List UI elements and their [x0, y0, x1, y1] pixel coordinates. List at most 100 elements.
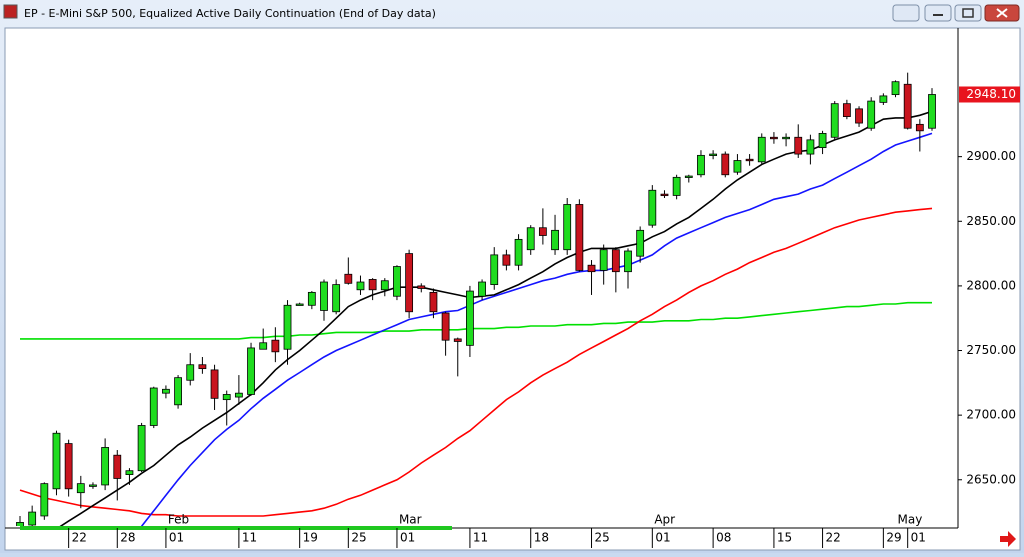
candle-body — [830, 103, 839, 138]
candle-body — [502, 254, 511, 266]
candle-body — [611, 249, 620, 273]
candle-body — [417, 285, 426, 289]
scroll-right-arrow[interactable] — [1000, 531, 1016, 547]
candle-body — [295, 303, 304, 306]
candle-body — [368, 279, 377, 291]
candle-body — [429, 291, 438, 313]
candle-body — [891, 81, 900, 96]
candle-body — [186, 364, 195, 381]
maximize-glyph — [962, 8, 974, 18]
candle-body — [210, 369, 219, 399]
candle-body — [441, 312, 450, 341]
month-label: Feb — [168, 513, 189, 527]
candle-body — [137, 425, 146, 472]
candle-body — [648, 189, 657, 226]
candle-body — [915, 123, 924, 132]
candle-body — [575, 204, 584, 271]
candle-body — [356, 281, 365, 291]
candle-body — [393, 266, 401, 297]
month-label: Mar — [399, 513, 422, 527]
candle-body — [818, 132, 827, 149]
candle-body — [259, 342, 268, 350]
last-price-label: 2948.10 — [966, 87, 1016, 101]
candle-body — [794, 136, 803, 155]
candle-body — [162, 388, 170, 394]
candle-body — [757, 136, 766, 163]
candle-body — [344, 273, 353, 284]
candle-body — [478, 281, 486, 297]
month-label: May — [898, 513, 923, 527]
y-tick-label: 2750.00 — [966, 343, 1016, 357]
candle-body — [332, 284, 341, 313]
window-icon — [3, 4, 18, 19]
candle-body — [587, 264, 596, 273]
candle-body — [271, 339, 280, 353]
x-tick-label: 01 — [169, 531, 184, 545]
candle-body — [855, 108, 863, 124]
candle-body — [174, 377, 182, 406]
minimize-button[interactable] — [924, 4, 952, 22]
candle-body — [879, 95, 888, 103]
candle-body — [624, 250, 632, 273]
candle-body — [563, 204, 572, 251]
candle-body — [636, 229, 645, 257]
candle-body — [709, 153, 718, 156]
candle-body — [928, 94, 936, 129]
candle-body — [405, 253, 414, 313]
month-label: Apr — [654, 513, 675, 527]
x-tick-label: 28 — [120, 531, 135, 545]
moving-average-line — [140, 132, 933, 526]
window-buttons[interactable] — [892, 4, 1020, 22]
candle-body — [113, 454, 122, 479]
candle-body — [551, 229, 559, 251]
moving-average-line — [59, 110, 933, 526]
window-title: EP - E-Mini S&P 500, Equalized Active Da… — [24, 7, 436, 20]
candle-body — [283, 304, 292, 350]
scroll-bar[interactable] — [20, 526, 452, 530]
x-tick-label: 25 — [351, 531, 366, 545]
candle-body — [16, 522, 24, 526]
x-tick-label: 19 — [303, 531, 318, 545]
candle-body — [514, 238, 523, 266]
candle-body — [52, 432, 61, 490]
candle-body — [538, 227, 547, 236]
candle-body — [380, 280, 389, 291]
y-tick-label: 2800.00 — [966, 278, 1016, 292]
candle-body — [721, 153, 730, 176]
candle-body — [222, 394, 231, 401]
candle-body — [526, 227, 535, 251]
candle-body — [660, 193, 669, 197]
x-tick-label: 01 — [400, 531, 415, 545]
candle-body — [770, 136, 778, 140]
candle-body — [40, 483, 49, 517]
candle-body — [307, 291, 316, 306]
candle-body — [745, 158, 754, 162]
candle-body — [599, 249, 608, 271]
candle-body — [234, 392, 243, 398]
candle-body — [28, 511, 37, 526]
x-tick-label: 11 — [473, 531, 488, 545]
candle-body — [453, 338, 462, 342]
x-tick-label: 11 — [242, 531, 257, 545]
link-button[interactable] — [892, 4, 920, 22]
candle-body — [101, 447, 110, 486]
candle-body — [697, 154, 705, 176]
candle-body — [806, 139, 815, 155]
close-glyph — [996, 8, 1008, 18]
candle-body — [733, 160, 742, 173]
x-tick-label: 18 — [534, 531, 549, 545]
y-tick-label: 2900.00 — [966, 149, 1016, 163]
candle-body — [867, 100, 876, 129]
y-tick-label: 2650.00 — [966, 472, 1016, 486]
x-tick-label: 01 — [655, 531, 670, 545]
axes: 2650.00 2700.00 2750.00 2800.00 2850.00 2900.… — [68, 86, 1020, 548]
candle-body — [247, 347, 255, 395]
x-tick-label: 01 — [911, 531, 926, 545]
maximize-button[interactable] — [954, 4, 982, 22]
x-tick-label: 22 — [826, 531, 841, 545]
candle-body — [782, 136, 790, 140]
x-tick-label: 29 — [886, 531, 901, 545]
candle-body — [466, 290, 474, 346]
